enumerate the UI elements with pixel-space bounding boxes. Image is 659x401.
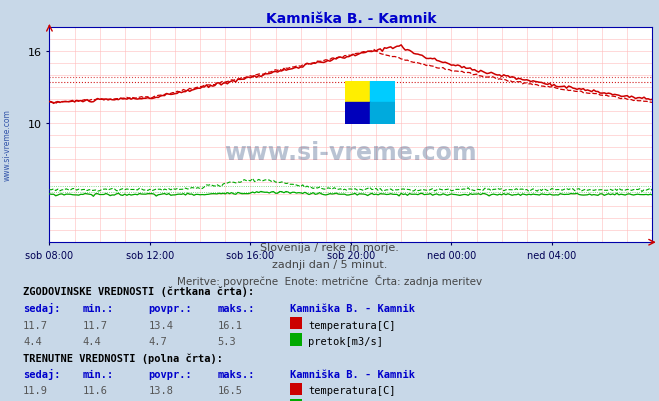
Text: min.:: min.: (82, 369, 113, 379)
Text: www.si-vreme.com: www.si-vreme.com (3, 109, 12, 180)
Text: Slovenija / reke in morje.: Slovenija / reke in morje. (260, 243, 399, 253)
Text: zadnji dan / 5 minut.: zadnji dan / 5 minut. (272, 259, 387, 269)
Text: 16.1: 16.1 (217, 320, 243, 330)
Bar (345, 82, 370, 103)
Text: pretok[m3/s]: pretok[m3/s] (308, 336, 384, 346)
Text: 11.6: 11.6 (82, 385, 107, 395)
Bar (370, 103, 395, 125)
Text: Kamniška B. - Kamnik: Kamniška B. - Kamnik (290, 369, 415, 379)
Text: maks.:: maks.: (217, 369, 255, 379)
Bar (370, 82, 395, 103)
Text: 4.4: 4.4 (23, 336, 42, 346)
Text: Kamniška B. - Kamnik: Kamniška B. - Kamnik (290, 304, 415, 314)
Text: povpr.:: povpr.: (148, 304, 192, 314)
Text: sedaj:: sedaj: (23, 369, 61, 379)
Text: 11.7: 11.7 (82, 320, 107, 330)
Text: 4.7: 4.7 (148, 336, 167, 346)
Text: 13.8: 13.8 (148, 385, 173, 395)
Text: sedaj:: sedaj: (23, 303, 61, 314)
Text: temperatura[C]: temperatura[C] (308, 320, 396, 330)
Text: 11.7: 11.7 (23, 320, 48, 330)
Text: 11.9: 11.9 (23, 385, 48, 395)
Text: 5.3: 5.3 (217, 336, 236, 346)
Text: ZGODOVINSKE VREDNOSTI (črtkana črta):: ZGODOVINSKE VREDNOSTI (črtkana črta): (23, 286, 254, 297)
Text: min.:: min.: (82, 304, 113, 314)
Title: Kamniška B. - Kamnik: Kamniška B. - Kamnik (266, 12, 436, 26)
Text: povpr.:: povpr.: (148, 369, 192, 379)
Text: www.si-vreme.com: www.si-vreme.com (225, 140, 477, 164)
Bar (345, 103, 370, 125)
Text: TRENUTNE VREDNOSTI (polna črta):: TRENUTNE VREDNOSTI (polna črta): (23, 353, 223, 363)
Text: 4.4: 4.4 (82, 336, 101, 346)
Text: maks.:: maks.: (217, 304, 255, 314)
Text: Meritve: povprečne  Enote: metrične  Črta: zadnja meritev: Meritve: povprečne Enote: metrične Črta:… (177, 274, 482, 286)
Text: 13.4: 13.4 (148, 320, 173, 330)
Text: 16.5: 16.5 (217, 385, 243, 395)
Text: temperatura[C]: temperatura[C] (308, 385, 396, 395)
